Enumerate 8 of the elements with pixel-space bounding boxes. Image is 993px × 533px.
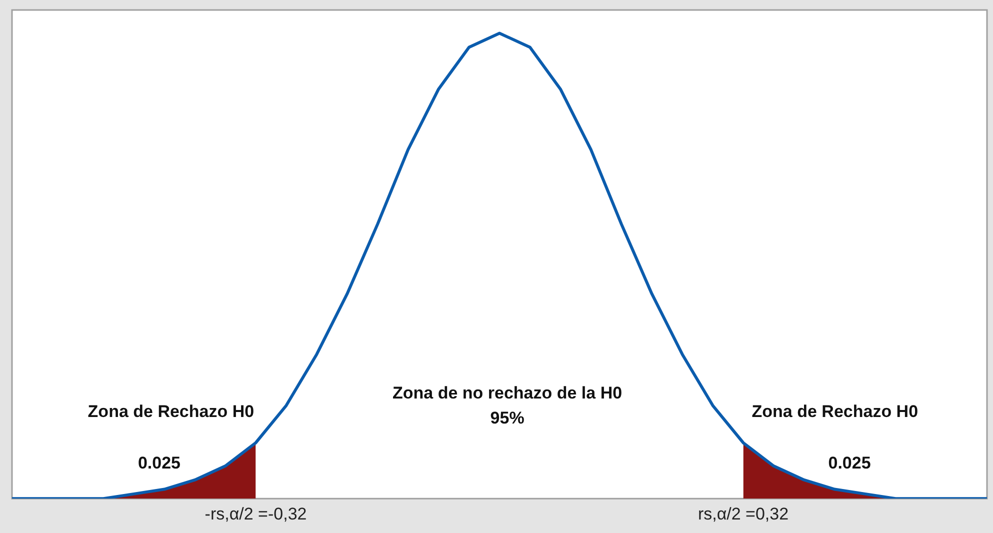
annotation: 0.025 [138, 454, 180, 473]
annotation: Zona de Rechazo H0 [752, 402, 918, 421]
annotation: 95% [490, 408, 524, 428]
x-tick-label: -rs,α/2 =-0,32 [204, 504, 307, 524]
annotation: Zona de Rechazo H0 [88, 402, 254, 421]
x-tick-label: rs,α/2 =0,32 [698, 504, 789, 524]
annotation: 0.025 [828, 454, 871, 473]
annotation: Zona de no rechazo de la H0 [392, 384, 622, 403]
